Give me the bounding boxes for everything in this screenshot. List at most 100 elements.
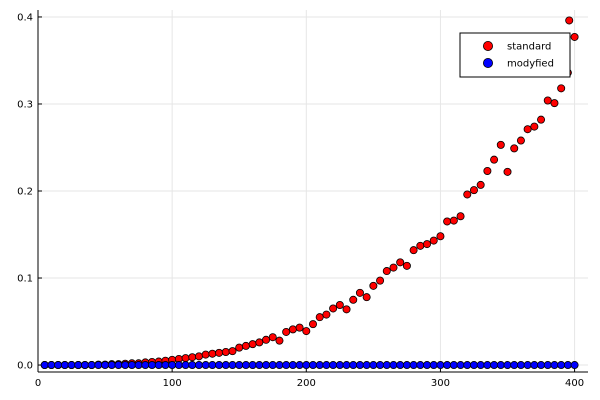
data-point	[510, 361, 519, 370]
data-point	[40, 361, 49, 370]
data-point	[221, 361, 230, 370]
data-point	[148, 361, 157, 370]
data-point	[369, 361, 378, 370]
data-point	[74, 361, 83, 370]
data-point	[315, 361, 324, 370]
legend-marker	[482, 58, 493, 69]
data-point	[557, 361, 566, 370]
data-point	[141, 361, 150, 370]
data-point	[565, 16, 574, 25]
data-point	[127, 361, 136, 370]
x-tick-label: 400	[565, 378, 584, 389]
data-point	[523, 125, 532, 134]
data-point	[255, 338, 264, 347]
data-point	[154, 361, 163, 370]
data-point	[456, 361, 465, 370]
data-point	[416, 361, 425, 370]
data-point	[161, 361, 170, 370]
data-point	[235, 343, 244, 352]
data-point	[295, 323, 304, 332]
data-point	[476, 180, 485, 189]
data-point	[396, 258, 405, 267]
data-points	[40, 16, 579, 370]
data-point	[543, 361, 552, 370]
data-point	[255, 361, 264, 370]
data-point	[275, 361, 284, 370]
series-modyfied	[40, 361, 579, 370]
y-axis-ticks: 0.0 0.1 0.2 0.3 0.4	[17, 12, 42, 372]
data-point	[530, 361, 539, 370]
legend-box	[459, 32, 571, 78]
data-point	[188, 361, 197, 370]
data-point	[134, 361, 143, 370]
data-point	[376, 361, 385, 370]
data-point	[308, 320, 317, 329]
data-point	[349, 361, 358, 370]
data-point	[221, 347, 230, 356]
data-point	[349, 295, 358, 304]
y-tick-label: 0.0	[17, 361, 33, 372]
data-point	[523, 361, 532, 370]
data-point	[282, 327, 291, 336]
legend-marker	[482, 41, 493, 52]
data-point	[208, 349, 217, 358]
data-point	[168, 361, 177, 370]
data-point	[47, 361, 56, 370]
x-tick-label: 300	[431, 378, 450, 389]
data-point	[322, 310, 331, 319]
data-point	[295, 361, 304, 370]
y-tick-label: 0.1	[17, 274, 33, 285]
data-point	[449, 216, 458, 225]
data-point	[335, 300, 344, 309]
data-point	[114, 361, 123, 370]
data-point	[416, 241, 425, 250]
data-point	[94, 361, 103, 370]
data-point	[262, 361, 271, 370]
data-point	[268, 333, 277, 342]
data-point	[543, 96, 552, 105]
data-point	[570, 361, 579, 370]
data-point	[490, 155, 499, 164]
data-point	[483, 361, 492, 370]
data-point	[208, 361, 217, 370]
data-point	[409, 361, 418, 370]
data-point	[537, 115, 546, 124]
data-point	[87, 361, 96, 370]
data-point	[329, 304, 338, 313]
data-point	[443, 217, 452, 226]
data-point	[362, 361, 371, 370]
data-point	[570, 32, 579, 41]
data-point	[463, 190, 472, 199]
data-point	[80, 361, 89, 370]
data-point	[423, 361, 432, 370]
data-point	[308, 361, 317, 370]
x-tick-label: 100	[163, 378, 182, 389]
data-point	[443, 361, 452, 370]
data-point	[248, 340, 257, 349]
data-point	[389, 361, 398, 370]
data-point	[302, 361, 311, 370]
data-point	[476, 361, 485, 370]
legend: standard modyfied	[459, 32, 571, 78]
x-tick-label: 200	[297, 378, 316, 389]
data-point	[503, 167, 512, 176]
data-point	[342, 361, 351, 370]
data-point	[449, 361, 458, 370]
data-point	[429, 236, 438, 245]
y-tick-label: 0.3	[17, 99, 33, 110]
data-point	[201, 350, 210, 359]
data-point	[537, 361, 546, 370]
data-point	[469, 186, 478, 195]
data-point	[329, 361, 338, 370]
data-point	[563, 361, 572, 370]
data-point	[389, 263, 398, 272]
data-point	[382, 267, 391, 276]
data-point	[67, 361, 76, 370]
data-point	[215, 361, 224, 370]
data-point	[483, 166, 492, 175]
data-point	[248, 361, 257, 370]
data-point	[107, 361, 116, 370]
data-point	[436, 232, 445, 241]
data-point	[550, 99, 559, 108]
